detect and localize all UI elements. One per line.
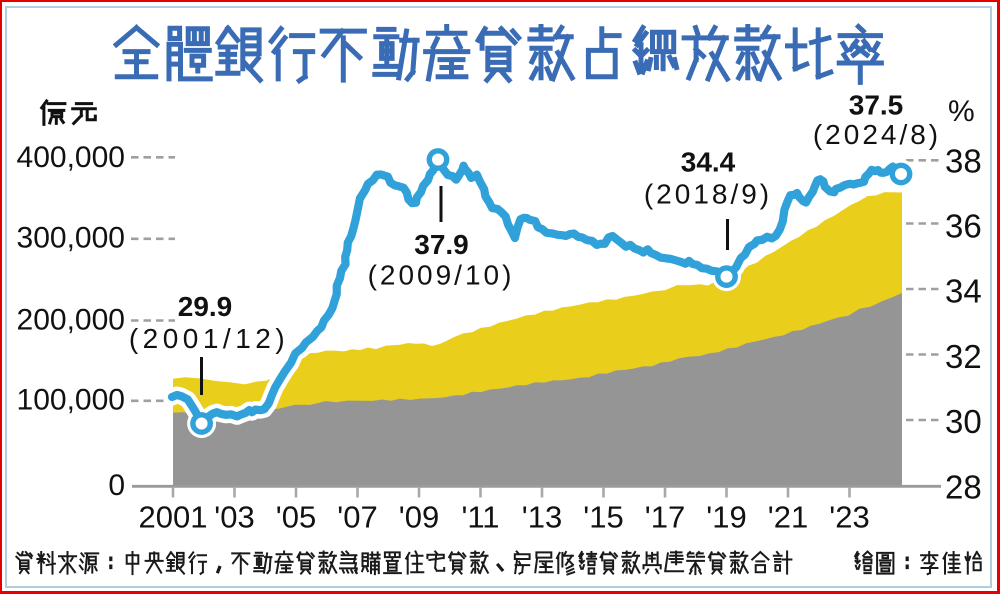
svg-text:'19: '19: [706, 500, 746, 535]
svg-text:37.9: 37.9: [414, 229, 469, 260]
svg-text:(2024/8): (2024/8): [813, 119, 941, 150]
svg-text:32: 32: [945, 338, 982, 375]
svg-text:30: 30: [945, 403, 982, 440]
svg-text:36: 36: [945, 208, 982, 245]
svg-text:'03: '03: [214, 500, 254, 535]
svg-text:(2018/9): (2018/9): [644, 179, 772, 210]
svg-text:100,000: 100,000: [17, 383, 125, 416]
svg-text:38: 38: [945, 142, 982, 179]
svg-text:400,000: 400,000: [17, 141, 125, 174]
svg-text:200,000: 200,000: [17, 304, 125, 337]
svg-text:'05: '05: [276, 500, 316, 535]
svg-text:(2001/12): (2001/12): [129, 323, 289, 354]
svg-text:'11: '11: [461, 500, 499, 535]
svg-text:'13: '13: [522, 500, 562, 535]
svg-text:29.9: 29.9: [178, 291, 233, 322]
svg-text:34: 34: [945, 273, 982, 310]
svg-text:'23: '23: [829, 500, 869, 535]
svg-text:'15: '15: [583, 500, 623, 535]
svg-text:37.5: 37.5: [849, 90, 904, 121]
svg-text:%: %: [948, 95, 975, 128]
svg-text:(2009/10): (2009/10): [368, 260, 515, 291]
svg-text:0: 0: [108, 469, 125, 502]
svg-text:300,000: 300,000: [17, 221, 125, 254]
svg-text:28: 28: [945, 468, 982, 505]
svg-text:'21: '21: [768, 500, 808, 535]
svg-text:2001: 2001: [139, 500, 208, 535]
svg-text:'17: '17: [645, 500, 685, 535]
svg-text:'07: '07: [337, 500, 377, 535]
svg-text:34.4: 34.4: [681, 147, 736, 178]
svg-text:'09: '09: [399, 500, 439, 535]
